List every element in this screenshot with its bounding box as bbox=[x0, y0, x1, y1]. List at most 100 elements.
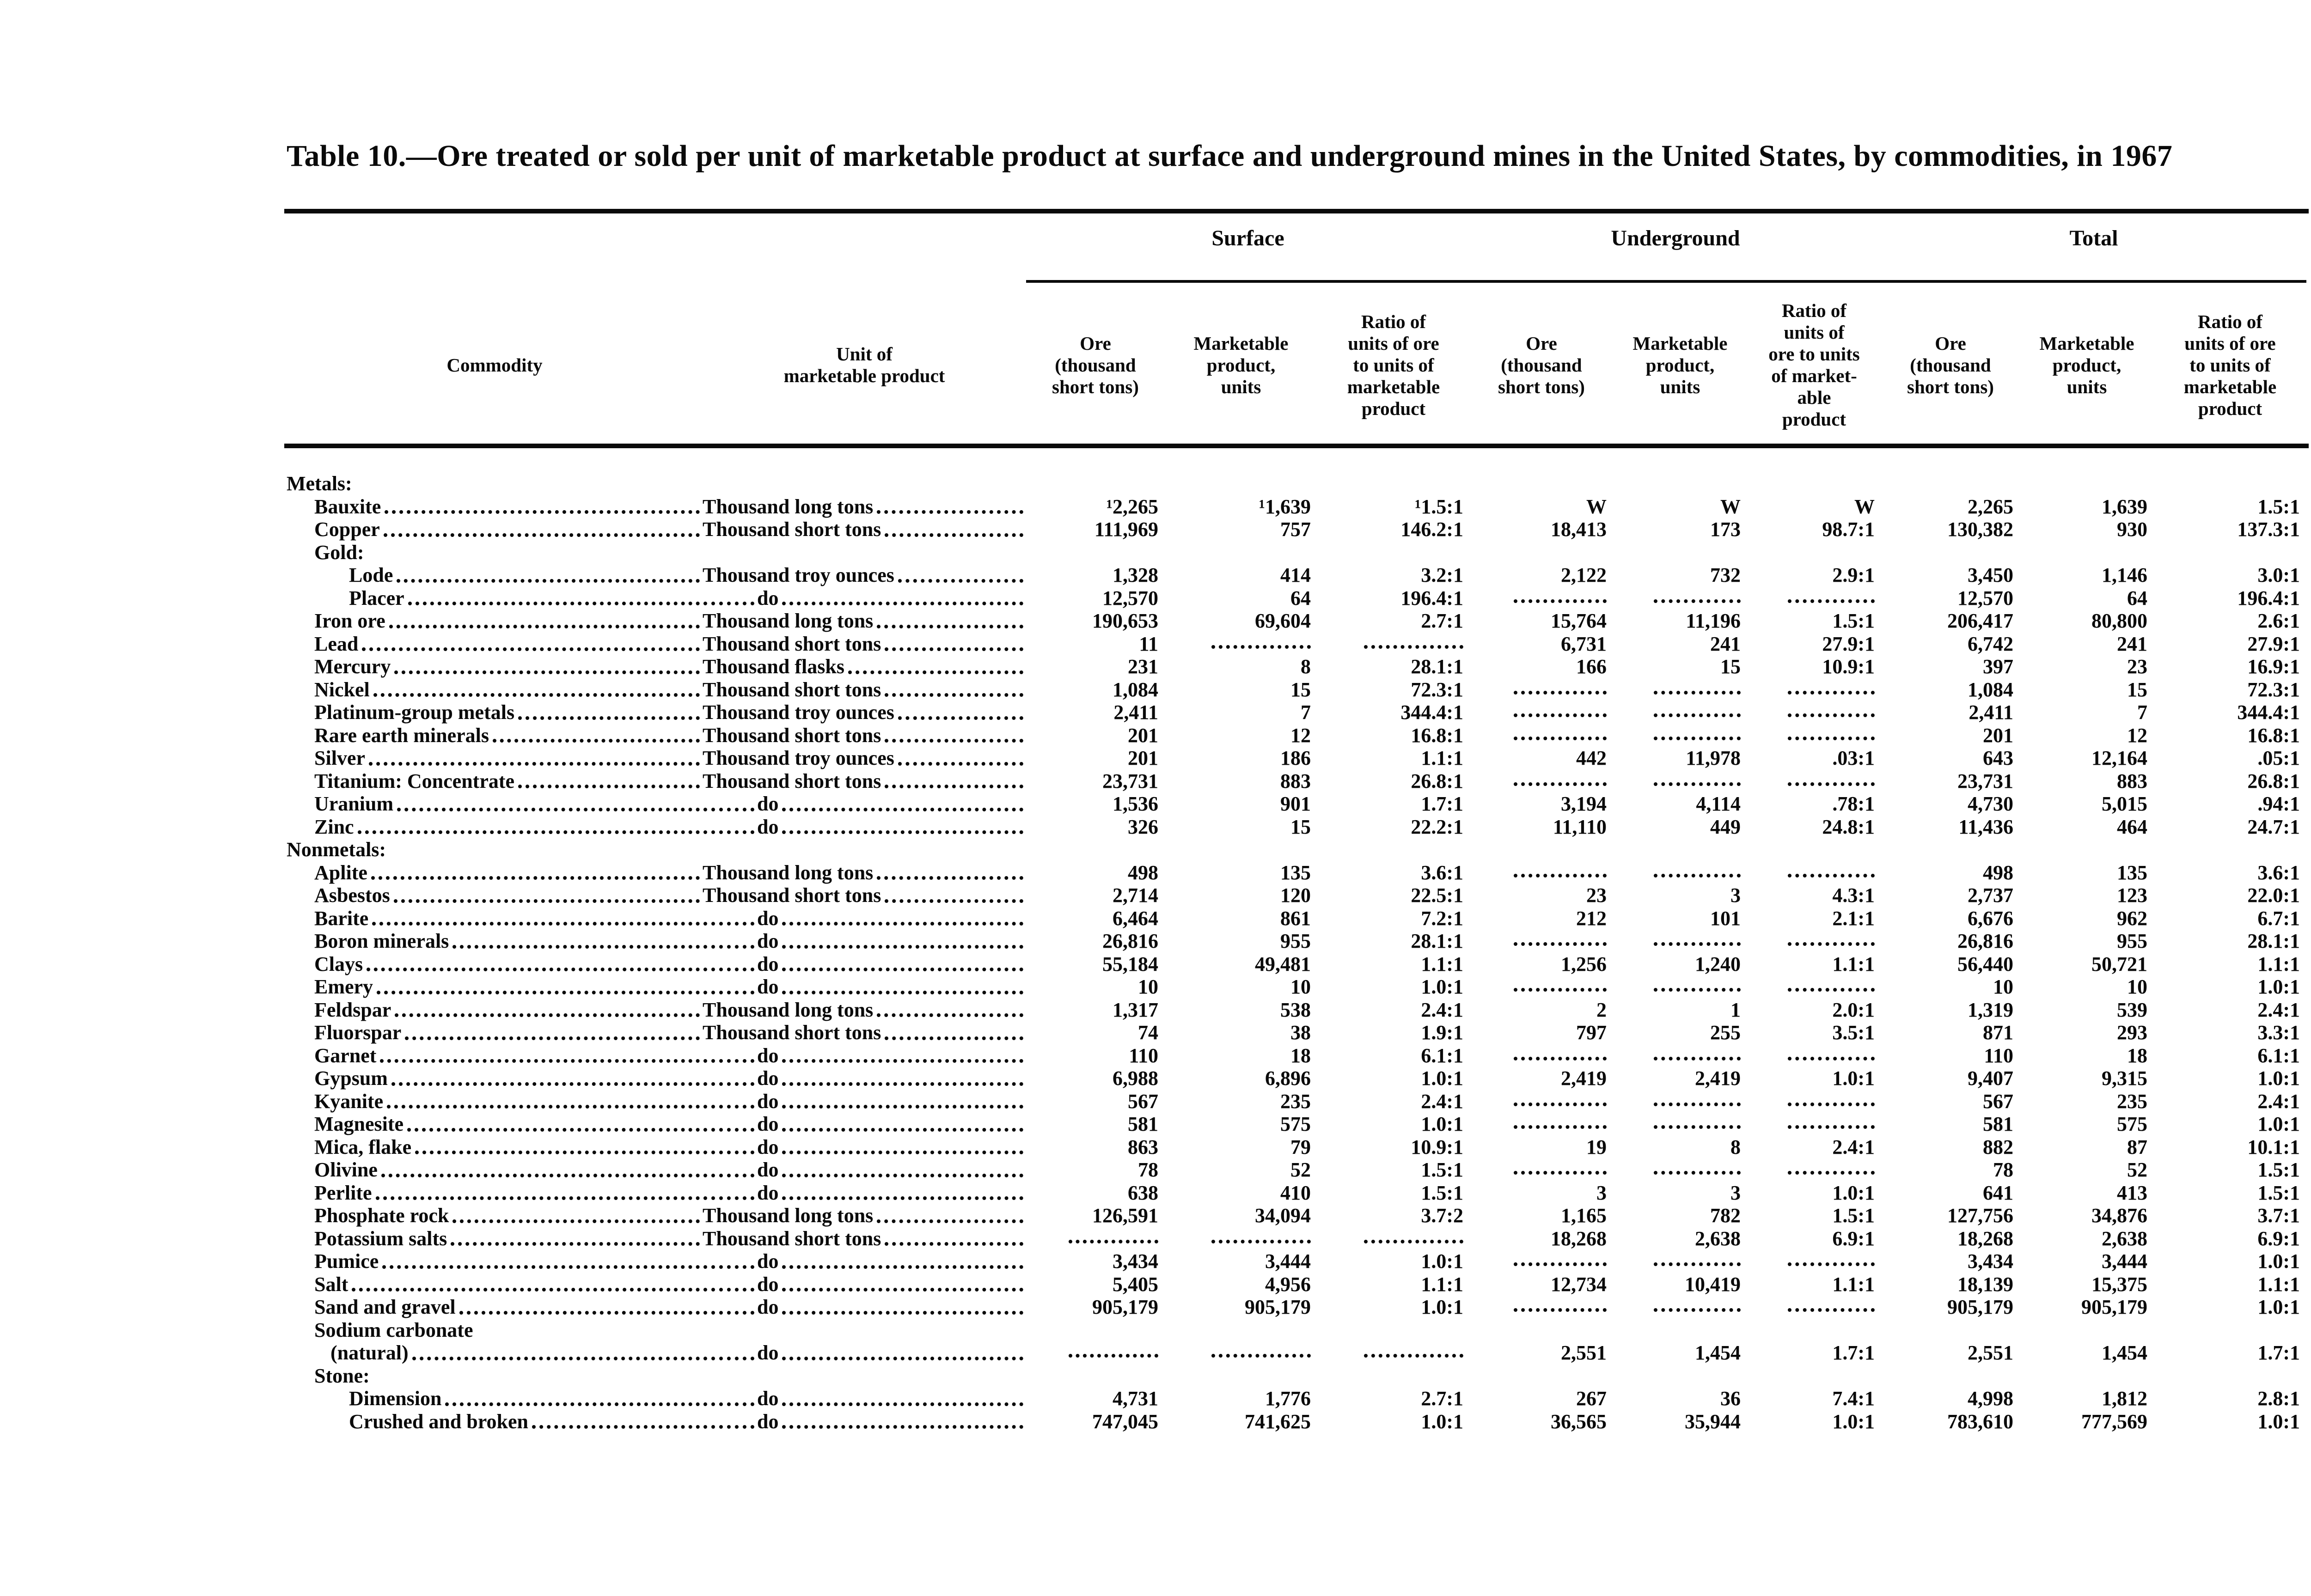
table-row: Clays do 55,184 49,481 1.1:1 1,256 1,240 1.1:1 5… bbox=[287, 953, 2306, 976]
missing-value-dots bbox=[1788, 988, 1875, 992]
value-cell-underground-marketable: 3 bbox=[1730, 1181, 1741, 1204]
dotted-leader bbox=[782, 922, 1023, 926]
unit-cell: do bbox=[703, 1296, 1026, 1319]
value-cell-total-ratio: 72.3:1 bbox=[2247, 678, 2300, 701]
value-cell-surface-marketable: 741,625 bbox=[1245, 1410, 1311, 1433]
value-cell-total-ratio: 24.7:1 bbox=[2247, 815, 2300, 838]
missing-value-dots bbox=[1513, 1262, 1607, 1266]
value-cell-total-ratio: 26.8:1 bbox=[2247, 769, 2300, 792]
value-cell-surface-ratio: 2.7:1 bbox=[1421, 1387, 1463, 1410]
value-cell-surface-ratio: 1.0:1 bbox=[1421, 1113, 1463, 1135]
value-cell-underground-ore bbox=[1470, 678, 1613, 701]
value-cell-surface-marketable: 120 bbox=[1280, 884, 1311, 907]
commodity-cell: Feldspar bbox=[287, 999, 703, 1022]
value-cell-underground-ratio: 4.3:1 bbox=[1832, 884, 1875, 907]
dotted-leader bbox=[782, 1105, 1023, 1109]
unit-label: Thousand long tons bbox=[703, 998, 874, 1021]
unit-cell bbox=[703, 541, 1026, 564]
value-cell-total-ratio: 137.3:1 bbox=[2237, 518, 2300, 541]
unit-ditto: do bbox=[757, 930, 779, 952]
group-header-surface: Surface bbox=[1211, 226, 1284, 250]
value-cell-total-marketable: 9,315 bbox=[2102, 1067, 2147, 1090]
value-cell-underground-ore: 12,734 bbox=[1551, 1273, 1607, 1296]
table-row: Lead Thousand short tons 11 6,731 241 27.9:1 6… bbox=[287, 633, 2306, 656]
value-cell-surface-marketable: 883 bbox=[1280, 769, 1311, 792]
value-cell-underground-ore bbox=[1470, 838, 1613, 861]
value-cell-surface-ratio: 1.1:1 bbox=[1421, 952, 1463, 975]
value-cell-underground-marketable bbox=[1613, 838, 1747, 861]
unit-label: Thousand troy ounces bbox=[703, 747, 894, 769]
value-cell-underground-ore: 19 bbox=[1586, 1135, 1607, 1158]
col-header-total-ore: Ore (thousand short tons) bbox=[1907, 332, 1994, 397]
value-cell-surface-marketable: 905,179 bbox=[1245, 1296, 1311, 1318]
commodity-label: Barite bbox=[314, 907, 369, 930]
table-row: Barite do 6,464 861 7.2:1 212 101 2.1:1 6,676 962… bbox=[287, 907, 2306, 930]
table-row: Magnesite do 581 575 1.0:1 581 575 1.0:1 bbox=[287, 1113, 2306, 1136]
value-cell-total-marketable: 293 bbox=[2117, 1021, 2147, 1044]
value-cell-total-ratio bbox=[2154, 541, 2306, 564]
value-cell-underground-ratio: 1.0:1 bbox=[1832, 1067, 1875, 1090]
value-cell-total-ore: 18,139 bbox=[1957, 1273, 2013, 1296]
value-cell-total-marketable: 50,721 bbox=[2091, 952, 2147, 975]
commodity-cell: Perlite bbox=[287, 1182, 703, 1205]
value-cell-total-ratio: 1.1:1 bbox=[2257, 1273, 2300, 1296]
value-cell-surface-marketable: 69,604 bbox=[1255, 609, 1311, 632]
unit-cell: Thousand troy ounces bbox=[703, 747, 1026, 770]
value-cell-total-marketable: 464 bbox=[2117, 815, 2147, 838]
dotted-leader bbox=[885, 739, 1023, 743]
col-header-commodity: Commodity bbox=[446, 354, 543, 376]
value-cell-surface-ore: 111,969 bbox=[1094, 518, 1158, 541]
value-cell-underground-ore: 23 bbox=[1586, 884, 1607, 907]
value-cell-underground-ratio bbox=[1747, 1044, 1881, 1067]
commodity-label: Clays bbox=[314, 952, 363, 975]
dotted-leader bbox=[782, 1151, 1023, 1154]
value-cell-total-marketable: 3,444 bbox=[2102, 1250, 2147, 1273]
value-cell-surface-ore: 326 bbox=[1128, 815, 1158, 838]
value-cell-surface-ratio: 2.7:1 bbox=[1421, 609, 1463, 632]
unit-label: Thousand short tons bbox=[703, 518, 881, 541]
value-cell-total-ratio: 27.9:1 bbox=[2247, 632, 2300, 655]
value-cell-underground-marketable bbox=[1613, 770, 1747, 793]
unit-cell bbox=[703, 1365, 1026, 1388]
value-cell-surface-marketable: 15 bbox=[1290, 678, 1311, 701]
value-cell-underground-marketable bbox=[1613, 1250, 1747, 1273]
missing-value-dots bbox=[1513, 873, 1607, 877]
commodity-cell: Mercury bbox=[287, 655, 703, 678]
dotted-leader bbox=[703, 1356, 754, 1360]
value-cell-surface-ratio: 1.7:1 bbox=[1421, 792, 1463, 815]
value-cell-surface-marketable: 186 bbox=[1280, 747, 1311, 769]
section-row: Metals: bbox=[287, 472, 2306, 495]
unit-cell: Thousand long tons bbox=[703, 1204, 1026, 1227]
value-cell-surface-marketable: 135 bbox=[1280, 861, 1311, 884]
value-cell-total-ore: 567 bbox=[1983, 1090, 2013, 1113]
dotted-leader bbox=[391, 1082, 700, 1086]
value-cell-underground-ore: 18,268 bbox=[1551, 1227, 1607, 1250]
table-row: Olivine do 78 52 1.5:1 78 52 1.5:1 bbox=[287, 1158, 2306, 1182]
unit-label: Thousand long tons bbox=[703, 861, 874, 884]
dotted-leader bbox=[377, 990, 700, 994]
dotted-leader bbox=[703, 1265, 754, 1269]
value-cell-underground-marketable: 10,419 bbox=[1685, 1273, 1741, 1296]
table-row: Lode Thousand troy ounces 1,328 414 3.2:1 2,1… bbox=[287, 564, 2306, 587]
dotted-leader bbox=[782, 1082, 1023, 1086]
commodity-cell: Garnet bbox=[287, 1044, 703, 1067]
value-cell-underground-marketable: 35,944 bbox=[1685, 1410, 1741, 1433]
value-cell-total-ratio: 2.4:1 bbox=[2257, 998, 2300, 1021]
dotted-leader bbox=[703, 968, 754, 971]
missing-value-dots bbox=[1654, 1262, 1741, 1266]
dotted-leader bbox=[898, 761, 1023, 766]
value-cell-underground-marketable: 11,196 bbox=[1686, 609, 1741, 632]
table-row: Salt do 5,405 4,956 1.1:1 12,734 10,419 1.1:1 18… bbox=[287, 1273, 2306, 1296]
value-cell-surface-ratio: 6.1:1 bbox=[1421, 1044, 1463, 1067]
value-cell-total-ore: 26,816 bbox=[1957, 930, 2013, 952]
value-cell-underground-marketable: 449 bbox=[1710, 815, 1741, 838]
value-cell-underground-ore bbox=[1470, 1113, 1613, 1136]
value-cell-surface-marketable: 4,956 bbox=[1265, 1273, 1311, 1296]
commodity-label: Boron minerals bbox=[314, 930, 449, 952]
value-cell-underground-ore: 18,413 bbox=[1551, 518, 1607, 541]
missing-value-dots bbox=[1364, 645, 1463, 649]
value-cell-surface-ore: 863 bbox=[1128, 1135, 1158, 1158]
value-cell-surface-ratio: 26.8:1 bbox=[1411, 769, 1463, 792]
value-cell-surface-ore: 55,184 bbox=[1102, 952, 1158, 975]
dotted-leader bbox=[357, 830, 700, 834]
